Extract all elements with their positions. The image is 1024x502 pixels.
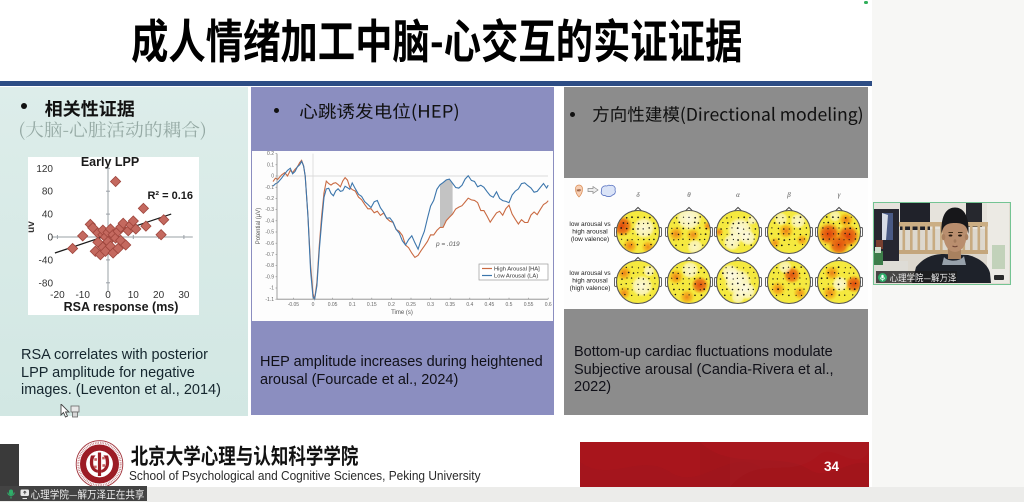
svg-text:0.45: 0.45 <box>485 302 495 308</box>
svg-text:High Arousal [HA]: High Arousal [HA] <box>494 267 540 273</box>
svg-text:HF: HF <box>577 189 583 193</box>
svg-text:p = .019: p = .019 <box>435 241 460 248</box>
svg-text:34: 34 <box>824 459 840 474</box>
svg-text:0: 0 <box>271 174 274 180</box>
svg-text:-0.05: -0.05 <box>288 302 300 308</box>
svg-text:RSA response (ms): RSA response (ms) <box>64 300 179 314</box>
svg-text:0.1: 0.1 <box>349 302 356 308</box>
svg-text:-0.6: -0.6 <box>265 241 274 247</box>
svg-text:-0.1: -0.1 <box>265 185 274 191</box>
svg-text:-10: -10 <box>75 290 90 301</box>
svg-text:R² = 0.16: R² = 0.16 <box>147 190 193 202</box>
svg-text:-40: -40 <box>39 255 54 266</box>
svg-text:δ: δ <box>636 191 640 199</box>
svg-text:θ: θ <box>687 191 691 199</box>
svg-text:-0.3: -0.3 <box>265 207 274 213</box>
svg-text:β: β <box>786 191 791 199</box>
svg-text:-0.4: -0.4 <box>265 218 274 224</box>
svg-text:Potential (µV): Potential (µV) <box>256 208 262 244</box>
svg-text:0.2: 0.2 <box>267 151 274 157</box>
svg-text:0.15: 0.15 <box>367 302 377 308</box>
svg-text:-0.9: -0.9 <box>265 274 274 280</box>
svg-text:40: 40 <box>42 210 54 221</box>
svg-text:0.55: 0.55 <box>524 302 534 308</box>
svg-text:uv: uv <box>28 221 37 233</box>
svg-text:80: 80 <box>42 187 54 198</box>
svg-text:0.6: 0.6 <box>545 302 552 308</box>
svg-text:0.3: 0.3 <box>427 302 434 308</box>
svg-text:-1.1: -1.1 <box>265 297 274 303</box>
svg-text:γ: γ <box>838 191 841 199</box>
svg-text:-0.7: -0.7 <box>265 252 274 258</box>
svg-text:30: 30 <box>178 290 190 301</box>
svg-text:0.4: 0.4 <box>466 302 473 308</box>
svg-text:20: 20 <box>153 290 165 301</box>
svg-text:0: 0 <box>312 302 315 308</box>
svg-text:0.1: 0.1 <box>267 162 274 168</box>
svg-text:0.25: 0.25 <box>406 302 416 308</box>
svg-text:Time (s): Time (s) <box>391 310 413 316</box>
svg-text:0.2: 0.2 <box>388 302 395 308</box>
svg-text:Low Arousal (LA): Low Arousal (LA) <box>494 274 538 280</box>
svg-text:Early LPP: Early LPP <box>81 157 139 169</box>
svg-text:-0.2: -0.2 <box>265 196 274 202</box>
svg-text:0: 0 <box>105 290 111 301</box>
svg-text:0: 0 <box>47 233 53 244</box>
svg-text:-0.8: -0.8 <box>265 263 274 269</box>
svg-text:-80: -80 <box>39 278 54 289</box>
svg-text:-20: -20 <box>50 290 65 301</box>
svg-text:0.05: 0.05 <box>328 302 338 308</box>
svg-text:0.35: 0.35 <box>445 302 455 308</box>
svg-text:0.5: 0.5 <box>506 302 513 308</box>
svg-text:α: α <box>736 191 740 199</box>
svg-text:-1: -1 <box>270 286 275 292</box>
svg-text:120: 120 <box>36 164 53 175</box>
svg-text:10: 10 <box>128 290 140 301</box>
svg-text:-0.5: -0.5 <box>265 230 274 236</box>
